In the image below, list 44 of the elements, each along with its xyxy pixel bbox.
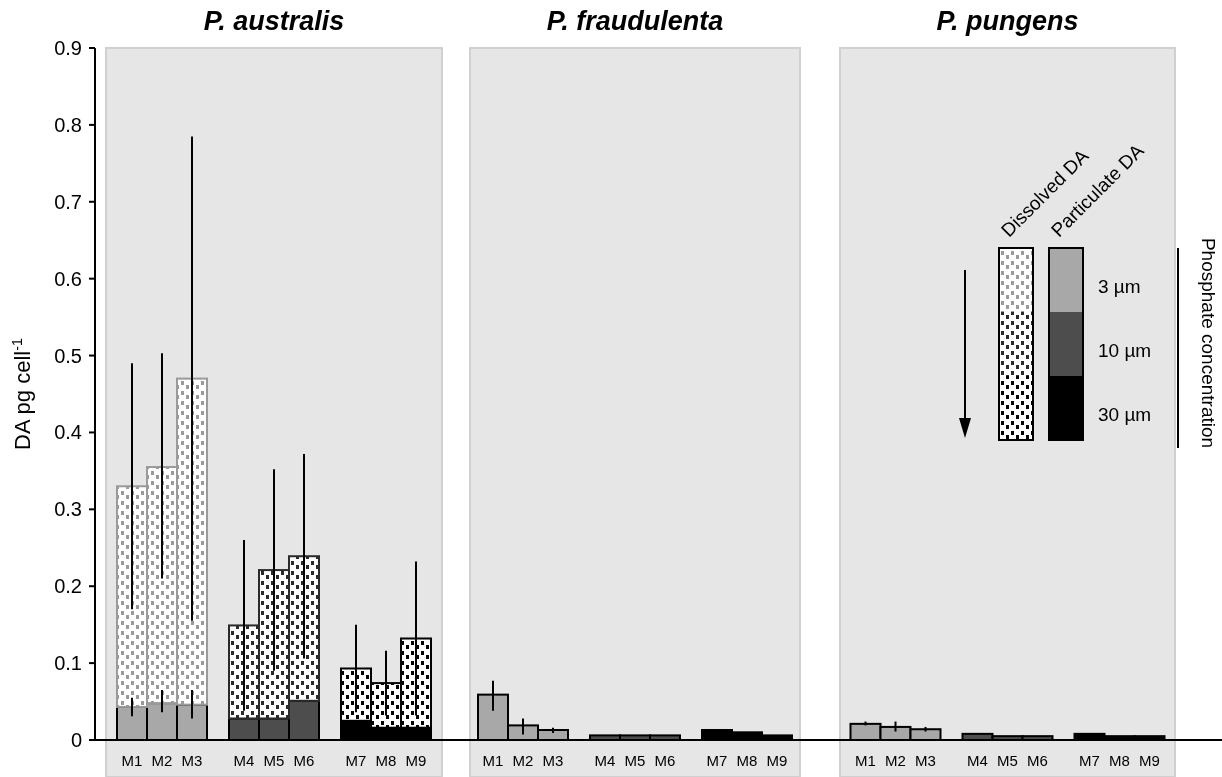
chart-title: P. australis <box>203 6 345 36</box>
y-tick-label: 0.6 <box>54 267 82 290</box>
text: Phosphate concentration <box>1198 237 1219 449</box>
x-tick-label: M5 <box>997 752 1018 769</box>
x-tick-label: M9 <box>1139 752 1160 769</box>
annotation: 3 µm <box>1098 276 1141 297</box>
chart-title: P. pungens <box>936 6 1079 36</box>
annotation: 30 µm <box>1098 404 1152 425</box>
x-tick-label: M5 <box>263 752 285 769</box>
x-tick-label: M8 <box>1109 752 1130 769</box>
x-tick-label: M2 <box>885 752 906 769</box>
x-tick-label: M3 <box>181 752 203 769</box>
x-tick-label: M1 <box>121 752 143 769</box>
y-tick-label: 0.5 <box>54 344 82 367</box>
x-tick-label: M4 <box>594 752 616 769</box>
y-tick-label: 0.2 <box>54 575 82 598</box>
x-tick-label: M1 <box>482 752 504 769</box>
x-tick-label: M3 <box>542 752 564 769</box>
x-tick-label: M3 <box>915 752 936 769</box>
x-tick-label: M6 <box>293 752 315 769</box>
chart-title: P. fraudulenta <box>546 6 724 36</box>
x-tick-label: M7 <box>1079 752 1100 769</box>
x-tick-label: M2 <box>512 752 534 769</box>
x-tick-label: M9 <box>766 752 788 769</box>
y-tick-label: 0.1 <box>54 652 82 675</box>
x-tick-label: M6 <box>1027 752 1048 769</box>
y-tick-label: 0.3 <box>54 498 82 521</box>
x-tick-label: M8 <box>736 752 758 769</box>
x-tick-label: M2 <box>151 752 173 769</box>
x-tick-label: M7 <box>706 752 728 769</box>
x-tick-label: M6 <box>654 752 676 769</box>
x-tick-label: M4 <box>233 752 255 769</box>
annotation: 10 µm <box>1098 340 1152 361</box>
y-tick-label: 0.8 <box>54 113 82 136</box>
y-tick-label: 0.4 <box>54 421 82 444</box>
x-tick-label: M4 <box>967 752 988 769</box>
y-tick-label: 0.9 <box>54 37 82 59</box>
x-tick-label: M9 <box>405 752 427 769</box>
x-tick-label: M8 <box>375 752 397 769</box>
x-tick-label: M1 <box>855 752 876 769</box>
y-tick-label: 0 <box>70 729 82 751</box>
x-tick-label: M7 <box>345 752 367 769</box>
x-tick-label: M5 <box>624 752 646 769</box>
y-tick-label: 0.7 <box>54 190 82 213</box>
